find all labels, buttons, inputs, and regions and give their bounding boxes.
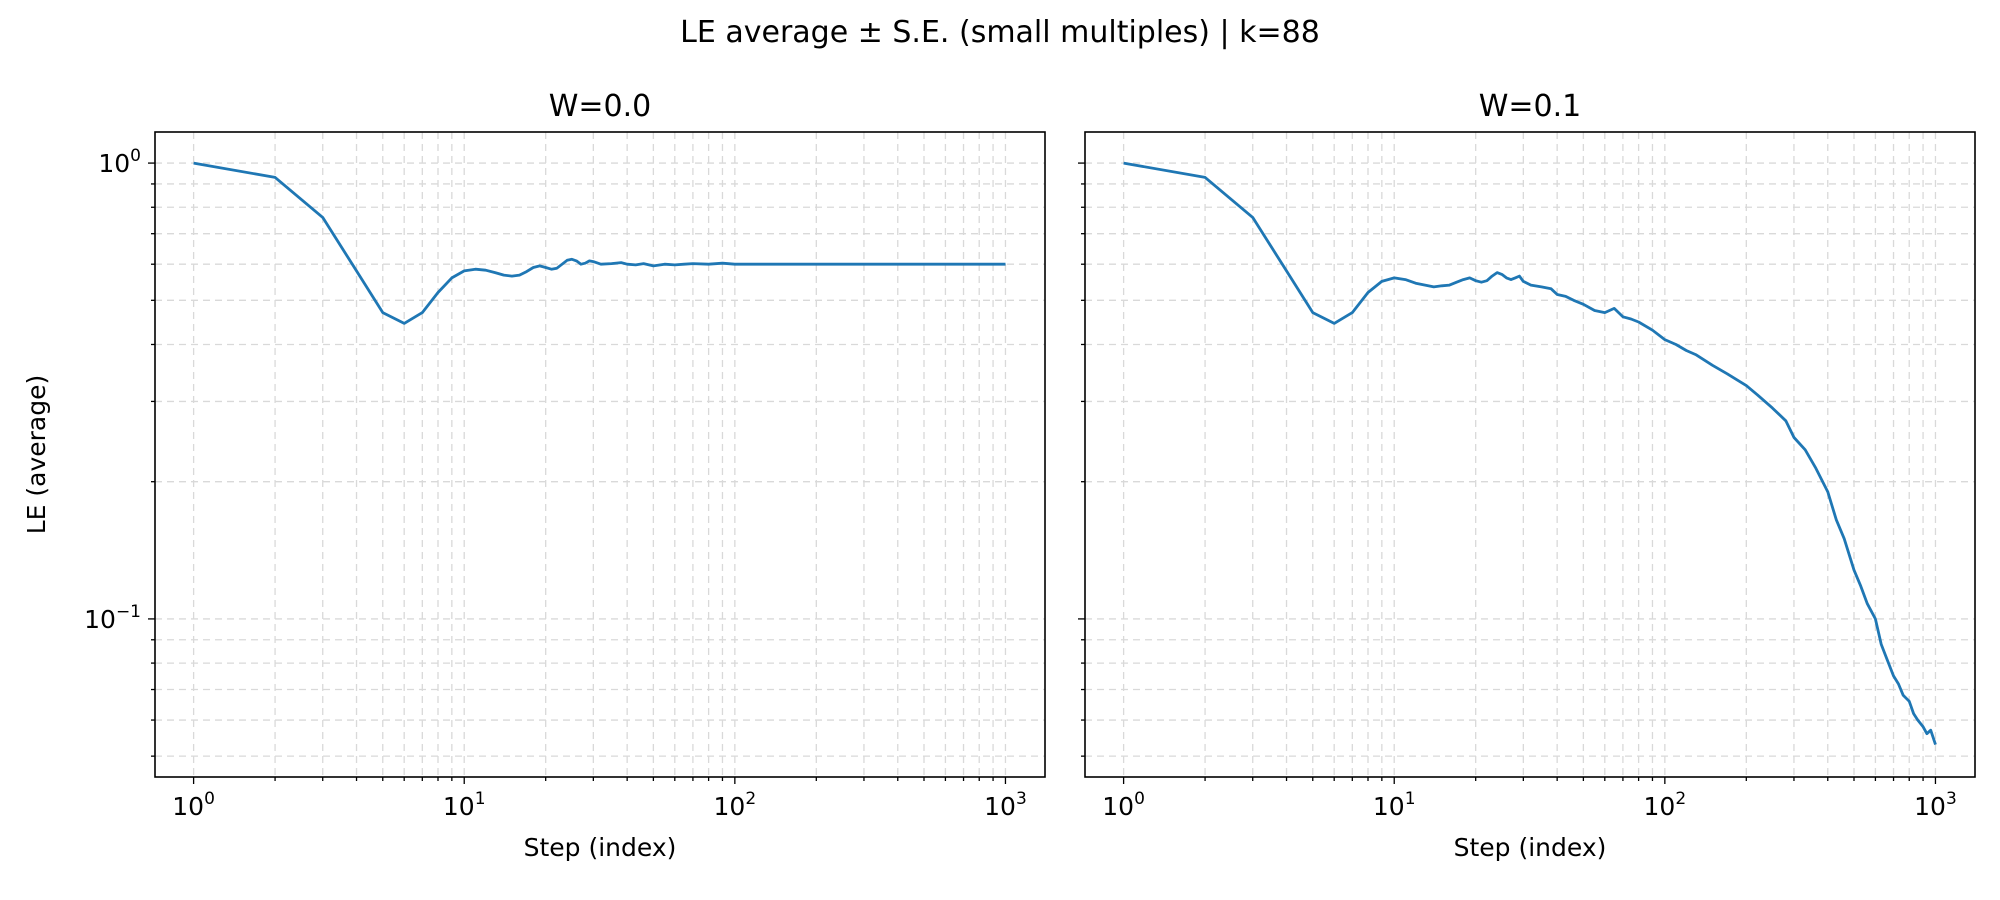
right-panel-title: W=0.1 xyxy=(1479,89,1582,124)
right-panel-x-tick-label: 103 xyxy=(1914,789,1957,821)
left-panel-ticks: 100 101 102 103 100 10−1 xyxy=(84,146,1027,821)
left-panel: 100 101 102 103 100 10−1 W=0.0 Step (index) L… xyxy=(22,89,1046,862)
right-panel-x-tick-label: 102 xyxy=(1644,789,1687,821)
right-panel-x-tick-label: 101 xyxy=(1373,789,1416,821)
left-panel-series-line xyxy=(193,161,1006,325)
right-panel-x-tick-label: 100 xyxy=(1102,789,1145,821)
right-panel-ticks: 100 101 102 103 xyxy=(1078,162,1957,821)
left-panel-x-tick-label: 102 xyxy=(714,789,757,821)
left-panel-y-tick-label: 10−1 xyxy=(84,602,141,634)
right-panel: 100 101 102 103 W=0.1 Step (index) xyxy=(1078,89,1976,862)
right-panel-series-line xyxy=(1123,161,1937,746)
left-panel-y-tick-label: 100 xyxy=(98,146,141,178)
figure-title: LE average ± S.E. (small multiples) | k=… xyxy=(680,15,1320,50)
left-panel-title: W=0.0 xyxy=(549,89,652,124)
right-panel-x-axis-label: Step (index) xyxy=(1454,833,1607,862)
right-panel-axes-frame xyxy=(1084,131,1976,778)
left-panel-axes-frame xyxy=(154,131,1046,778)
left-panel-plot-area xyxy=(193,161,1006,325)
right-panel-plot-area xyxy=(1123,161,1937,746)
left-panel-x-axis-label: Step (index) xyxy=(524,833,677,862)
left-panel-x-tick-label: 101 xyxy=(443,789,486,821)
left-panel-x-tick-label: 100 xyxy=(172,789,215,821)
right-panel-grid xyxy=(1085,132,1975,777)
left-panel-y-axis-label: LE (average) xyxy=(22,375,51,535)
left-panel-grid xyxy=(155,132,1045,777)
left-panel-x-tick-label: 103 xyxy=(984,789,1027,821)
